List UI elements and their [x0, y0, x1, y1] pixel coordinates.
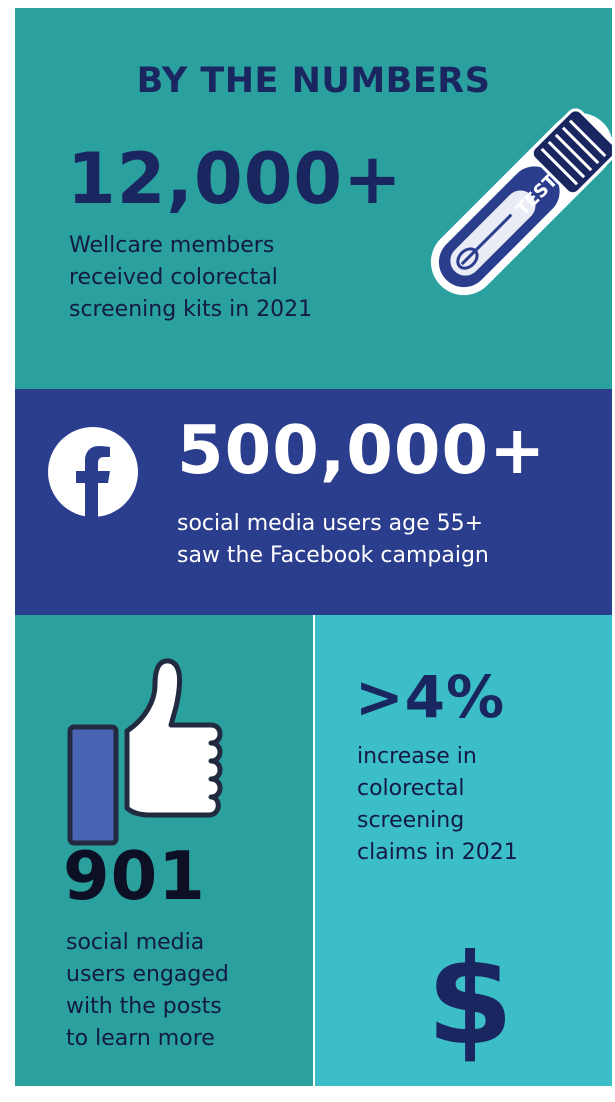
claims-description: increase in colorectal screening claims …	[357, 744, 518, 865]
facebook-number: 500,000+	[177, 411, 547, 489]
facebook-section: 500,000+ social media users age 55+ saw …	[15, 389, 612, 615]
engaged-description: social media users engaged with the post…	[66, 930, 229, 1051]
test-tube-icon: TEST	[430, 108, 612, 296]
kits-section: BY THE NUMBERS 12,000+ Wellcare members …	[15, 8, 612, 389]
facebook-description: social media users age 55+ saw the Faceb…	[177, 511, 489, 568]
engaged-section: 901 social media users engaged with the …	[15, 615, 313, 1086]
dollar-symbol: $	[427, 928, 514, 1073]
claims-number: >4%	[355, 663, 506, 731]
facebook-icon	[48, 427, 138, 517]
kits-number: 12,000+	[67, 138, 403, 220]
dollar-icon: $	[427, 928, 514, 1073]
claims-section: >4% increase in colorectal screening cla…	[315, 615, 612, 1086]
engaged-number: 901	[63, 837, 206, 915]
page-title: BY THE NUMBERS	[136, 61, 491, 101]
thumbs-up-icon	[67, 658, 223, 846]
kits-description: Wellcare members received colorectal scr…	[69, 233, 313, 322]
